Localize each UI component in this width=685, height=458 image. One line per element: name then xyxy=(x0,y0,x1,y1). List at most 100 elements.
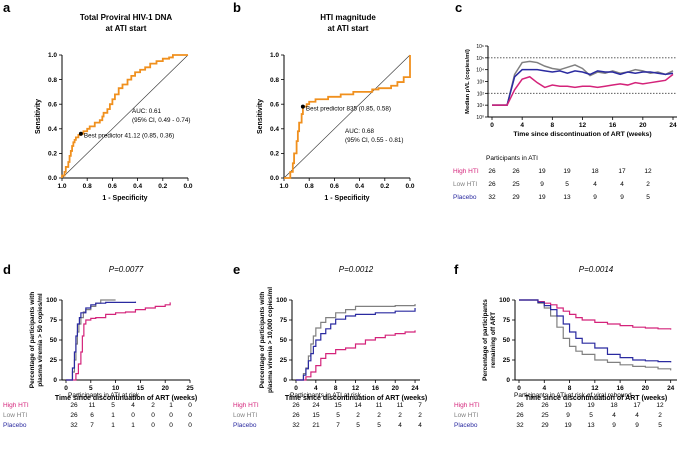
panel-f-risk-value: 29 xyxy=(541,422,549,429)
panel-f-risk-value: 13 xyxy=(587,422,595,429)
panel-d-risk-label-2: Placebo xyxy=(3,422,27,429)
panel-e-letter: e xyxy=(233,262,240,277)
panel-f-risk-value: 26 xyxy=(516,402,524,409)
panel-c-risk-value: 12 xyxy=(644,168,652,175)
panel-d-letter: d xyxy=(3,262,11,277)
panel-e-risk-value: 7 xyxy=(418,402,422,409)
panel-d-risk-value: 0 xyxy=(188,412,192,419)
panel-c-xlabel: Time since discontinuation of ART (weeks… xyxy=(513,131,651,138)
panel-f-x-tick-label: 0 xyxy=(517,385,521,392)
panel-a-y-tick-label: 0.0 xyxy=(48,175,57,182)
panel-e-risk-value: 5 xyxy=(336,412,340,419)
panel-c-risk-value: 18 xyxy=(591,168,599,175)
panel-f-xlabel: Time since discontinuation of ART (weeks… xyxy=(525,395,667,402)
panel-c-y-tick-label: 10⁶ xyxy=(476,44,484,50)
panel-c-risk-header: Participants in ATI xyxy=(486,155,538,162)
panel-c-risk-label-2: Placebo xyxy=(453,194,477,201)
panel-e-risk-value: 21 xyxy=(312,422,320,429)
panel-d-risk-label-0: High HTI xyxy=(3,402,29,409)
panel-c-x-tick-label: 8 xyxy=(551,122,555,129)
panel-b-y-tick-label: 1.0 xyxy=(270,52,279,59)
panel-f-ylabel-line2: remaining off ART xyxy=(490,312,497,368)
panel-d-y-tick-label: 50 xyxy=(50,337,58,344)
panel-e-series-placebo xyxy=(296,308,416,381)
panel-b-x-tick-label: 0.8 xyxy=(305,183,314,190)
panel-c-risk-value: 9 xyxy=(540,181,544,188)
panel-c-risk-value: 9 xyxy=(593,194,597,201)
panel-c-risk-value: 17 xyxy=(618,168,626,175)
panel-d-x-tick-label: 20 xyxy=(162,385,170,392)
panel-e-x-tick-label: 24 xyxy=(411,385,419,392)
panel-b-best-text: Best predictor 835 (0.85, 0.58) xyxy=(306,106,391,113)
panel-f-risk-value: 19 xyxy=(564,402,572,409)
panel-f-y-tick-label: 50 xyxy=(503,337,511,344)
panel-d-y-tick-label: 100 xyxy=(46,297,57,304)
panel-c-x-tick-label: 0 xyxy=(490,122,494,129)
panel-f-risk-value: 9 xyxy=(635,422,639,429)
panel-c-x-tick-label: 12 xyxy=(579,122,587,129)
panel-b-y-tick-label: 0.4 xyxy=(270,126,279,133)
panel-f-risk-value: 5 xyxy=(589,412,593,419)
panel-e-risk-label-0: High HTI xyxy=(233,402,259,409)
panel-f-risk-value: 19 xyxy=(587,402,595,409)
panel-d-x-tick-label: 5 xyxy=(89,385,93,392)
panel-f-x-tick-label: 12 xyxy=(591,385,599,392)
panel-f-risk-value: 25 xyxy=(541,412,549,419)
panel-a-y-tick-label: 0.4 xyxy=(48,126,57,133)
panel-c-x-tick-label: 16 xyxy=(609,122,617,129)
panel-b-auc-line1: AUC: 0.68 xyxy=(345,128,375,135)
panel-d-x-tick-label: 0 xyxy=(64,385,68,392)
panel-a-y-tick-label: 1.0 xyxy=(48,52,57,59)
panel-d-risk-value: 0 xyxy=(188,402,192,409)
panel-e-y-tick-label: 75 xyxy=(280,317,288,324)
panel-c-risk-value: 19 xyxy=(538,194,546,201)
panel-e-x-tick-label: 8 xyxy=(334,385,338,392)
panel-f-y-tick-label: 25 xyxy=(503,357,511,364)
panel-f-y-tick-label: 0 xyxy=(506,377,510,384)
panel-b-x-tick-label: 0.6 xyxy=(330,183,339,190)
panel-f-risk-value: 9 xyxy=(612,422,616,429)
panel-d-risk-value: 26 xyxy=(70,402,78,409)
panel-d-risk-value: 5 xyxy=(111,402,115,409)
panel-d-risk-value: 0 xyxy=(131,412,135,419)
panel-e-risk-value: 5 xyxy=(356,422,360,429)
panel-e-risk-header: Participants in ATI at risk xyxy=(290,392,362,399)
panel-d-x-tick-label: 15 xyxy=(137,385,145,392)
panel-c-risk-value: 4 xyxy=(620,181,624,188)
panel-f-risk-value: 9 xyxy=(566,412,570,419)
panel-d-risk-value: 32 xyxy=(70,422,78,429)
panel-a-title-line1: Total Proviral HIV-1 DNA xyxy=(80,13,173,22)
chart-layer: a Total Proviral HIV-1 DNA at ATI start 1.0… xyxy=(3,0,677,429)
panel-d-ylabel-line1: Percentage of participants with xyxy=(29,292,36,388)
panel-b-diagonal xyxy=(283,54,411,179)
panel-a-x-tick-label: 0.2 xyxy=(158,183,167,190)
panel-a-diagonal xyxy=(61,54,189,179)
panel-f-y-tick-label: 75 xyxy=(503,317,511,324)
panel-f-risk-value: 32 xyxy=(516,422,524,429)
panel-e-risk-value: 26 xyxy=(292,412,300,419)
panel-f-risk-value: 2 xyxy=(658,412,662,419)
panel-c-y-tick-label: 10⁴ xyxy=(476,68,484,74)
panel-d-risk-value: 2 xyxy=(151,402,155,409)
panel-e-risk-label-2: Placebo xyxy=(233,422,257,429)
panel-e-xlabel: Time since discontinuation of ART (weeks… xyxy=(285,395,427,402)
panel-f-risk-value: 19 xyxy=(564,422,572,429)
panel-e-series-high-hti xyxy=(296,330,416,381)
panel-f-x-tick-label: 20 xyxy=(642,385,650,392)
panel-b-letter: b xyxy=(233,0,241,15)
panel-a-roc-curve xyxy=(61,54,188,178)
panel-c-y-tick-label: 10⁵ xyxy=(476,56,484,62)
panel-d-y-tick-label: 0 xyxy=(53,377,57,384)
panel-b-x-tick-label: 0.0 xyxy=(405,183,414,190)
panel-d-risk-value: 1 xyxy=(111,422,115,429)
panel-e-ylabel-line1: Percentage of participants with xyxy=(259,292,266,388)
panel-e-y-tick-label: 0 xyxy=(283,377,287,384)
panel-f-series-high-hti xyxy=(519,299,672,330)
panel-d-series-high-hti xyxy=(66,302,171,381)
panel-b-y-tick-label: 0.0 xyxy=(270,175,279,182)
panel-c-risk-value: 26 xyxy=(488,181,496,188)
panel-a-y-tick-label: 0.2 xyxy=(48,151,57,158)
panel-c-risk-value: 32 xyxy=(488,194,496,201)
panel-c-risk-value: 13 xyxy=(563,194,571,201)
panel-f-series-placebo xyxy=(519,299,672,363)
